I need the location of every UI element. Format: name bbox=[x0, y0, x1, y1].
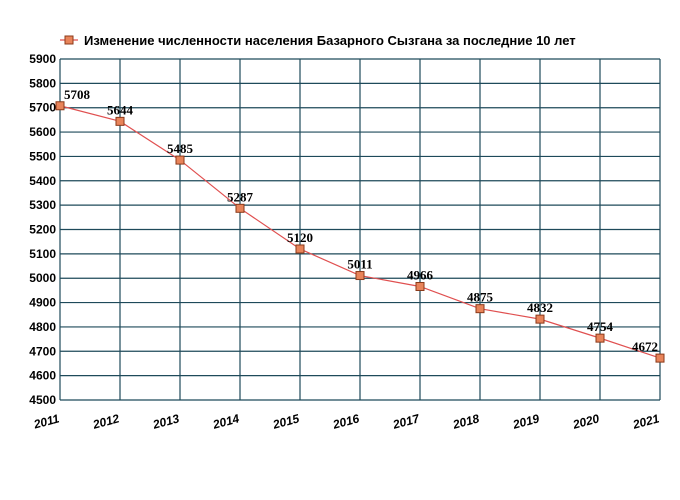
y-tick-label: 5500 bbox=[29, 149, 56, 163]
data-label: 4672 bbox=[632, 339, 658, 354]
data-point-marker bbox=[535, 314, 545, 324]
legend-entry: Изменение численности населения Базарног… bbox=[84, 33, 576, 48]
data-point-marker bbox=[55, 101, 65, 111]
x-tick-label: 2017 bbox=[390, 411, 422, 432]
data-label: 4966 bbox=[407, 267, 434, 282]
y-tick-label: 5400 bbox=[29, 174, 56, 188]
data-label: 5120 bbox=[287, 230, 313, 245]
data-label: 5644 bbox=[107, 102, 134, 117]
x-tick-label: 2011 bbox=[31, 411, 61, 432]
y-tick-label: 4500 bbox=[29, 393, 56, 407]
data-label: 5011 bbox=[347, 257, 372, 272]
data-labels: 5708 5644 5485 5287 5120 5011 4966 4875 4832 4754… bbox=[64, 87, 658, 354]
series-markers bbox=[55, 101, 665, 363]
x-tick-label: 2021 bbox=[630, 411, 661, 432]
data-point-marker bbox=[415, 281, 425, 291]
y-tick-label: 5300 bbox=[29, 198, 56, 212]
x-axis-ticks: 2011 2012 2013 2014 2015 2016 2017 2018 2019 2020… bbox=[31, 411, 661, 432]
data-point-marker bbox=[655, 353, 665, 363]
data-point-marker bbox=[355, 271, 365, 281]
data-point-marker bbox=[115, 116, 125, 126]
chart-legend: Изменение численности населения Базарног… bbox=[60, 33, 576, 48]
x-tick-label: 2012 bbox=[90, 411, 121, 432]
data-point-marker bbox=[295, 244, 305, 254]
y-axis-ticks: 4500 4600 4700 4800 4900 5000 5100 5200 5300 5400… bbox=[29, 52, 56, 407]
y-tick-label: 5600 bbox=[29, 125, 56, 139]
data-point-marker bbox=[475, 304, 485, 314]
x-tick-label: 2018 bbox=[450, 411, 481, 432]
y-tick-label: 5800 bbox=[29, 76, 56, 90]
data-label: 5287 bbox=[227, 189, 254, 204]
data-point-marker bbox=[175, 155, 185, 165]
x-tick-label: 2019 bbox=[510, 411, 541, 432]
data-label: 4875 bbox=[467, 290, 494, 305]
y-tick-label: 5000 bbox=[29, 271, 56, 285]
y-tick-label: 5700 bbox=[29, 101, 56, 115]
data-label: 4754 bbox=[587, 319, 614, 334]
legend-marker bbox=[64, 35, 74, 45]
x-tick-label: 2020 bbox=[570, 411, 601, 432]
data-label: 4832 bbox=[527, 300, 553, 315]
y-tick-label: 4800 bbox=[29, 320, 56, 334]
data-label: 5708 bbox=[64, 87, 91, 102]
y-tick-label: 4600 bbox=[29, 369, 56, 383]
x-tick-label: 2014 bbox=[210, 411, 241, 432]
y-tick-label: 5200 bbox=[29, 223, 56, 237]
y-tick-label: 5100 bbox=[29, 247, 56, 261]
y-tick-label: 5900 bbox=[29, 52, 56, 66]
y-tick-label: 4700 bbox=[29, 344, 56, 358]
data-label: 5485 bbox=[167, 141, 194, 156]
chart-grid bbox=[59, 58, 661, 401]
x-tick-label: 2015 bbox=[270, 411, 301, 432]
x-tick-label: 2013 bbox=[150, 411, 181, 432]
data-point-marker bbox=[595, 333, 605, 343]
x-tick-label: 2016 bbox=[330, 411, 361, 432]
data-point-marker bbox=[235, 203, 245, 213]
y-tick-label: 4900 bbox=[29, 296, 56, 310]
